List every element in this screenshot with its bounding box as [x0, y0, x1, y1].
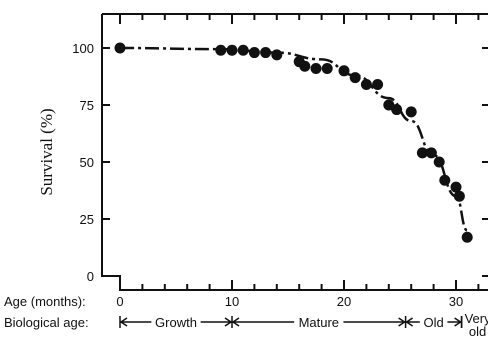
data-point [433, 156, 445, 168]
stage-arrowhead-left [231, 317, 240, 327]
y-tick-label: 100 [72, 41, 94, 56]
data-point [372, 78, 384, 90]
biological-age-stages: Growth Mature Old Very old [119, 311, 488, 339]
data-point [237, 44, 249, 56]
left-bottom-axis [101, 14, 488, 291]
y-tick-label: 25 [80, 212, 94, 227]
data-point [114, 42, 126, 54]
data-point [453, 190, 465, 202]
chart-axes [101, 13, 488, 291]
y-tick-label: 0 [87, 269, 94, 284]
stage-label: Mature [299, 315, 339, 330]
data-point [349, 72, 361, 84]
data-point [226, 44, 238, 56]
data-point [360, 78, 372, 90]
survival-curve [119, 46, 469, 232]
x-tick-label: 0 [116, 294, 123, 309]
data-point [391, 104, 403, 116]
data-point [405, 106, 417, 118]
data-point [425, 147, 437, 159]
stage-arrowhead-right [398, 317, 406, 327]
stage-label: Very old [465, 311, 488, 339]
data-point [260, 47, 272, 59]
x-tick-label: 30 [449, 294, 463, 309]
data-point [321, 63, 333, 75]
x-tick-label: 20 [337, 294, 351, 309]
stage-arrowhead-right [224, 317, 233, 327]
stage-label: Growth [155, 315, 197, 330]
data-point [338, 65, 350, 77]
data-point [215, 44, 227, 56]
biological-age-label: Biological age: [4, 315, 89, 330]
data-point [299, 60, 311, 72]
x-tick-label: 10 [225, 294, 239, 309]
y-axis-label: Survival (%) [37, 108, 56, 195]
data-point [439, 174, 451, 186]
data-point [416, 147, 428, 159]
y-tick-label: 75 [80, 98, 94, 113]
y-axis-ticks: 0 25 50 75 100 [72, 41, 488, 284]
data-point [310, 63, 322, 75]
data-point [450, 181, 462, 193]
x-axis-label: Age (months): [4, 294, 86, 309]
y-tick-label: 50 [80, 155, 94, 170]
data-points [114, 42, 473, 243]
data-point [271, 49, 283, 61]
stage-arrowhead-right [454, 317, 462, 327]
x-axis-ticks: 0 10 20 30 [116, 14, 480, 309]
stage-arrowhead-left [119, 317, 128, 327]
stage-label: Old [423, 315, 443, 330]
data-point [248, 47, 260, 59]
data-point [461, 231, 473, 243]
stage-arrowhead-left [405, 317, 414, 327]
